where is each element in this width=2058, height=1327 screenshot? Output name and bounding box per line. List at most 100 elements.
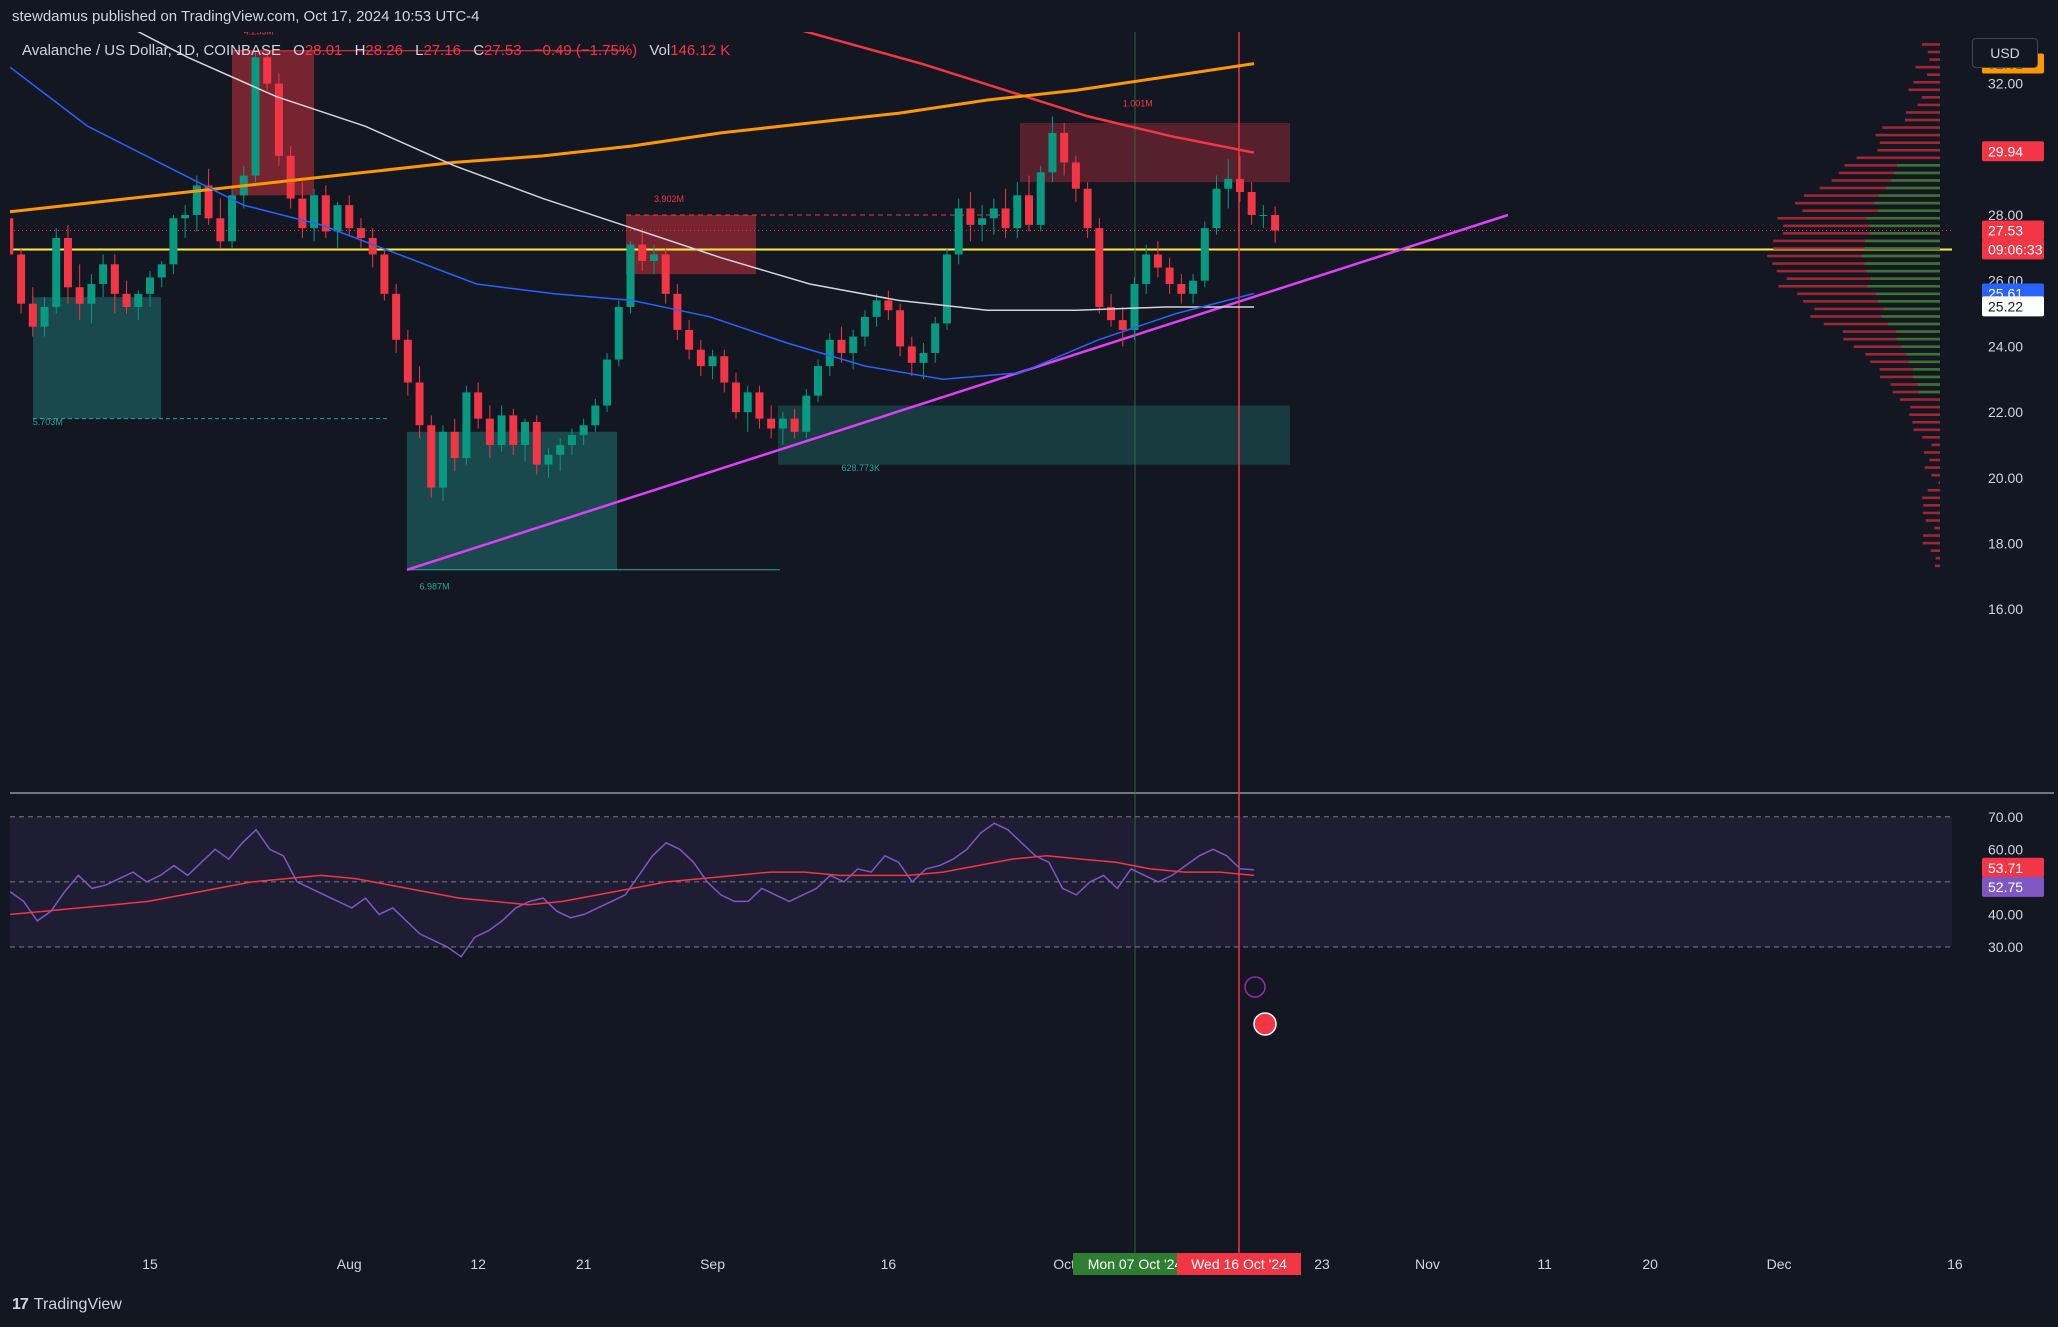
open-value: 28.01 bbox=[305, 42, 343, 59]
candle-body bbox=[849, 337, 857, 353]
candle-body bbox=[861, 317, 869, 337]
candle-body bbox=[931, 323, 939, 353]
candle-body bbox=[357, 228, 365, 238]
candle-body bbox=[334, 205, 342, 231]
price-label-text: 25.22 bbox=[1988, 298, 2023, 314]
footer-brand[interactable]: 17 TradingView bbox=[12, 1296, 122, 1314]
time-tick-label: Sep bbox=[700, 1256, 725, 1272]
price-label-text: 29.94 bbox=[1988, 143, 2023, 159]
candle-body bbox=[544, 455, 552, 465]
volume-profile-bar bbox=[1886, 187, 1940, 190]
currency-button[interactable]: USD bbox=[1972, 38, 2038, 68]
zone-box bbox=[33, 297, 161, 419]
volume-profile-bar bbox=[1865, 262, 1940, 265]
candle-body bbox=[158, 264, 166, 277]
volume-profile-bar bbox=[1896, 338, 1940, 341]
candle-body bbox=[486, 419, 494, 445]
volume-profile-bar bbox=[1877, 149, 1940, 152]
candle-body bbox=[744, 392, 752, 412]
candle-body bbox=[10, 218, 13, 254]
candle-body bbox=[837, 340, 845, 353]
chart-canvas[interactable]: 16.0018.0020.0022.0024.0026.0028.0030.00… bbox=[10, 32, 2054, 1284]
candle-body bbox=[791, 419, 799, 432]
candle-body bbox=[1236, 179, 1244, 192]
candle-body bbox=[978, 218, 986, 225]
volume-profile-bar bbox=[1862, 255, 1940, 258]
candle-body bbox=[966, 208, 974, 224]
candle-body bbox=[1248, 192, 1256, 215]
candle-body bbox=[603, 360, 611, 406]
candle-body bbox=[1142, 254, 1150, 284]
candle-body bbox=[76, 287, 84, 303]
volume-profile-bar bbox=[1932, 444, 1940, 447]
volume-profile-bar bbox=[1929, 459, 1940, 462]
volume-label: 628.773K bbox=[841, 463, 880, 473]
candle-body bbox=[1213, 189, 1221, 228]
volume-profile-bar bbox=[1871, 277, 1940, 280]
volume-profile-bar bbox=[1869, 232, 1940, 235]
volume-profile-bar bbox=[1935, 564, 1940, 567]
volume-profile-bar bbox=[1867, 270, 1940, 273]
volume-profile-bar bbox=[1880, 141, 1940, 144]
candle-body bbox=[251, 57, 259, 175]
volume-profile-bar bbox=[1913, 376, 1940, 379]
volume-profile-bar bbox=[1878, 209, 1940, 212]
candle-body bbox=[474, 392, 482, 418]
open-label: O bbox=[293, 42, 305, 59]
volume-profile-bar bbox=[1865, 247, 1940, 250]
candle-body bbox=[685, 330, 693, 350]
candle-body bbox=[533, 422, 541, 465]
symbol-name[interactable]: Avalanche / US Dollar, 1D, COINBASE bbox=[22, 42, 281, 59]
candle-body bbox=[99, 264, 107, 284]
volume-profile-bar bbox=[1939, 481, 1940, 484]
volume-profile-bar bbox=[1891, 179, 1940, 182]
candle-body bbox=[275, 84, 283, 156]
candle-body bbox=[498, 415, 506, 445]
chart-frame[interactable]: 16.0018.0020.0022.0024.0026.0028.0030.00… bbox=[10, 32, 2054, 1284]
time-tick-label: 16 bbox=[1947, 1256, 1963, 1272]
volume-label: 4.253M bbox=[244, 32, 274, 36]
volume-profile-bar bbox=[1928, 489, 1940, 492]
candle-body bbox=[650, 254, 658, 261]
candle-body bbox=[392, 294, 400, 340]
volume-profile-bar bbox=[1869, 224, 1940, 227]
candle-body bbox=[1201, 228, 1209, 281]
time-tick-label: 20 bbox=[1642, 1256, 1658, 1272]
candle-body bbox=[826, 340, 834, 366]
time-tick-label: 23 bbox=[1314, 1256, 1330, 1272]
candle-body bbox=[673, 294, 681, 330]
candle-body bbox=[873, 300, 881, 316]
volume-profile-bar bbox=[1906, 353, 1940, 356]
low-value: 27.16 bbox=[423, 42, 461, 59]
price-tick-label: 22.00 bbox=[1988, 404, 2023, 420]
candle-body bbox=[17, 254, 25, 303]
volume-profile-bar bbox=[1905, 119, 1940, 122]
candle-body bbox=[1095, 228, 1103, 307]
change-value: −0.49 (−1.75%) bbox=[534, 42, 637, 59]
volume-profile-bar bbox=[1913, 368, 1940, 371]
price-tick-label: 18.00 bbox=[1988, 536, 2023, 552]
candle-body bbox=[123, 294, 131, 307]
candle-body bbox=[1154, 254, 1162, 267]
candle-body bbox=[521, 422, 529, 445]
zone-box bbox=[778, 406, 1290, 465]
time-tick-label: 21 bbox=[576, 1256, 592, 1272]
price-tick-label: 20.00 bbox=[1988, 470, 2023, 486]
candle-body bbox=[908, 346, 916, 362]
time-tick-label: 16 bbox=[881, 1256, 897, 1272]
candle-body bbox=[580, 425, 588, 435]
zone-box bbox=[407, 432, 617, 570]
candle-body bbox=[1189, 281, 1197, 294]
price-label-text: 27.53 bbox=[1988, 222, 2023, 238]
volume-profile-bar bbox=[1915, 66, 1940, 69]
candle-body bbox=[146, 277, 154, 293]
volume-profile-bar bbox=[1879, 194, 1940, 197]
volume-label: 3.902M bbox=[654, 194, 684, 204]
volume-profile-bar bbox=[1914, 428, 1940, 431]
volume-profile-bar bbox=[1882, 315, 1940, 318]
volume-label: 1.001M bbox=[1123, 99, 1153, 109]
candle-body bbox=[1025, 195, 1033, 225]
close-value: 27.53 bbox=[484, 42, 522, 59]
vol-label: Vol bbox=[649, 42, 670, 59]
candle-body bbox=[1037, 172, 1045, 225]
